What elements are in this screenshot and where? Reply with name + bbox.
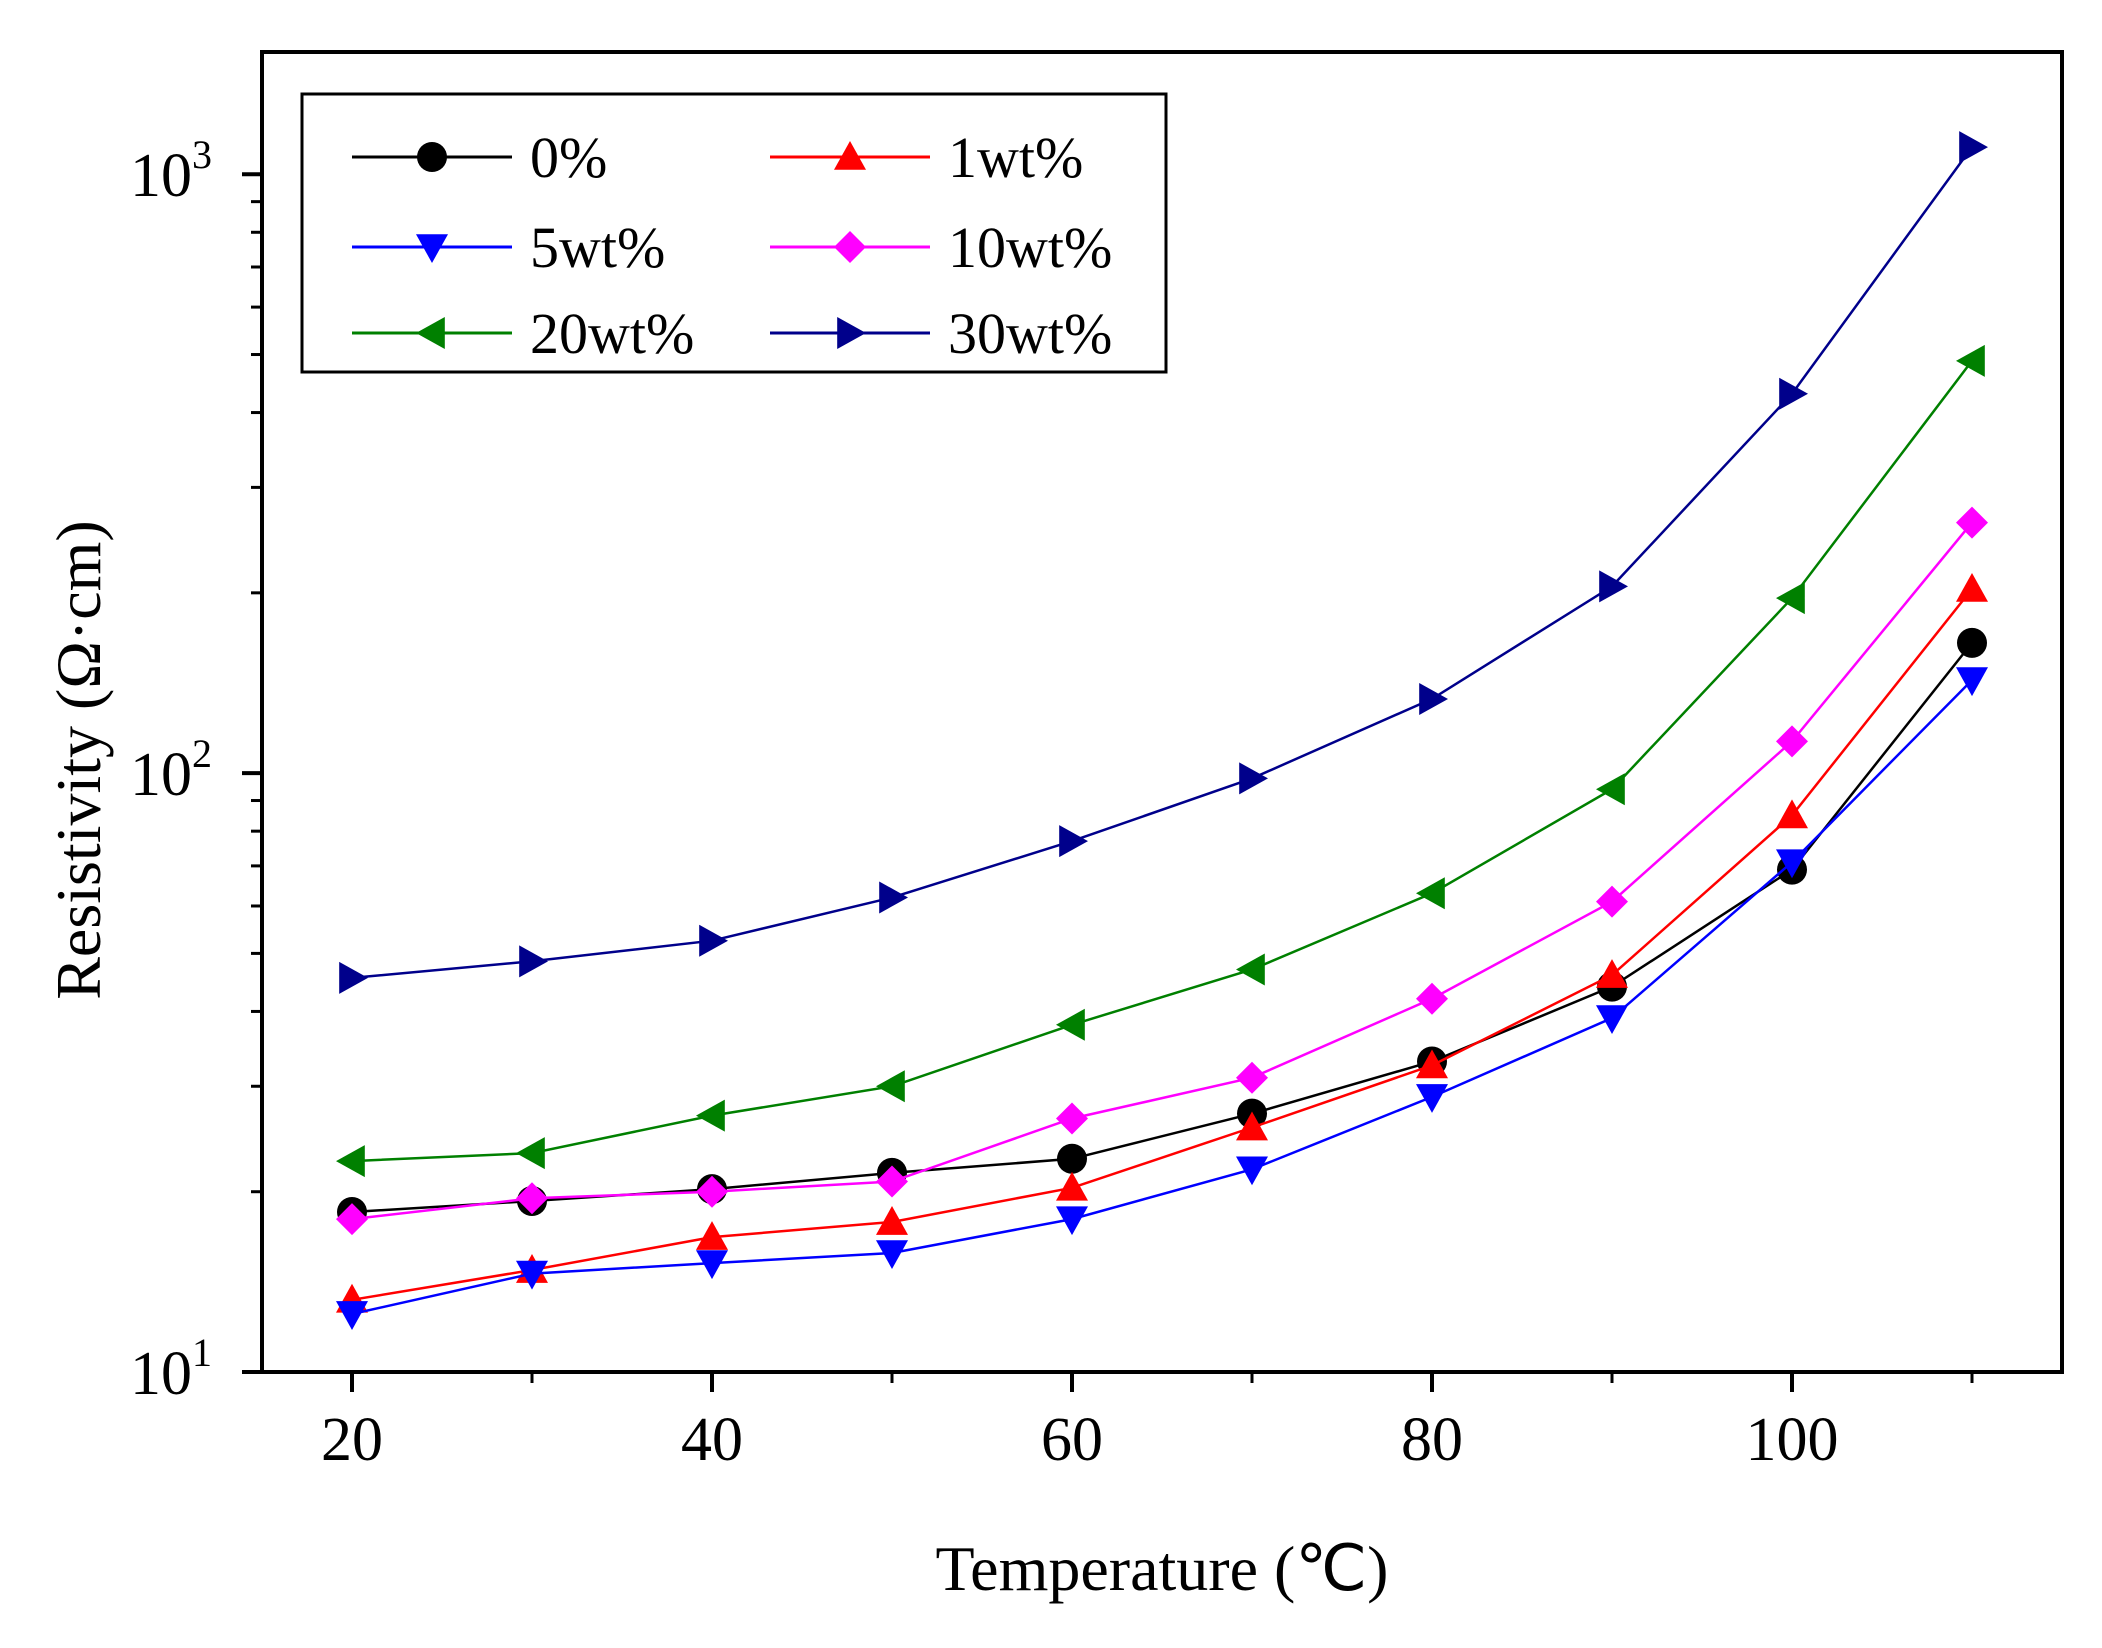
- legend-item-5wt%: 5wt%: [352, 215, 665, 280]
- data-point: [1596, 773, 1625, 806]
- y-tick-label: 102: [130, 731, 212, 809]
- data-point: [1236, 1111, 1268, 1141]
- data-point: [876, 1070, 905, 1103]
- series-30wt%: [339, 131, 1988, 994]
- legend-item-20wt%: 20wt%: [352, 301, 694, 366]
- data-point: [876, 1165, 908, 1198]
- data-point: [1056, 1102, 1088, 1135]
- legend-label: 1wt%: [948, 125, 1083, 190]
- data-point: [699, 924, 728, 957]
- data-point: [1956, 506, 1988, 539]
- legend-label: 30wt%: [948, 301, 1112, 366]
- data-point: [876, 1240, 908, 1270]
- legend-marker: [416, 317, 445, 349]
- legend-marker: [416, 234, 448, 263]
- data-point: [1239, 762, 1268, 795]
- legend-item-1wt%: 1wt%: [770, 125, 1083, 190]
- data-point: [1599, 570, 1628, 603]
- data-point: [696, 1175, 728, 1208]
- y-tick-label: 101: [130, 1330, 212, 1408]
- legend: 0% 1wt% 5wt% 10wt% 20wt% 30wt%: [300, 92, 1168, 374]
- data-point: [1059, 825, 1088, 858]
- plot-frame: [260, 50, 2064, 1374]
- y-tick-label: 103: [130, 132, 212, 210]
- data-point: [1776, 725, 1808, 758]
- series-line: [351, 588, 1973, 1302]
- data-point: [1779, 377, 1808, 410]
- data-point: [696, 1099, 725, 1132]
- legend-label: 10wt%: [948, 215, 1112, 280]
- x-tick-label: 80: [1401, 1406, 1463, 1474]
- data-point: [1056, 1171, 1088, 1201]
- data-point: [339, 961, 368, 994]
- data-point: [1957, 627, 1987, 658]
- y-axis-title: Resistivity (Ω·cm): [43, 520, 114, 1000]
- data-point: [1419, 682, 1448, 715]
- data-point: [1596, 885, 1628, 918]
- data-point: [696, 1250, 728, 1280]
- legend-label: 0%: [530, 125, 607, 190]
- legend-item-0%: 0%: [352, 125, 607, 190]
- data-point: [519, 945, 548, 978]
- data-point: [879, 881, 908, 914]
- data-point: [1596, 1005, 1628, 1035]
- data-point: [1416, 877, 1445, 910]
- data-point: [876, 1206, 908, 1235]
- data-point: [1057, 1143, 1087, 1174]
- data-point: [1236, 1061, 1268, 1094]
- data-point: [1596, 959, 1628, 988]
- legend-box: [300, 92, 1168, 374]
- x-tick-label: 60: [1041, 1406, 1103, 1474]
- x-axis-title: Temperature (℃): [936, 1533, 1389, 1604]
- x-tick-label: 20: [321, 1406, 383, 1474]
- series-20wt%: [336, 344, 1985, 1178]
- data-point: [516, 1182, 548, 1215]
- series-line: [351, 679, 1973, 1316]
- legend-marker: [834, 231, 866, 263]
- series-line: [351, 521, 1973, 1221]
- data-point: [1776, 799, 1808, 829]
- data-point: [1416, 982, 1448, 1015]
- data-point: [516, 1137, 545, 1170]
- data-point: [696, 1221, 728, 1250]
- data-point: [1056, 1206, 1088, 1236]
- series-line: [351, 146, 1974, 980]
- x-tick-label: 100: [1746, 1406, 1839, 1474]
- legend-label: 20wt%: [530, 301, 694, 366]
- data-point: [1236, 953, 1265, 986]
- data-point: [1776, 582, 1805, 615]
- series-10wt%: [336, 506, 1988, 1236]
- legend-marker: [417, 142, 447, 172]
- legend-item-10wt%: 10wt%: [770, 215, 1112, 280]
- data-point: [516, 1260, 548, 1290]
- data-point: [1416, 1084, 1448, 1113]
- legend-item-30wt%: 30wt%: [770, 301, 1112, 366]
- data-point: [1236, 1156, 1268, 1186]
- legend-marker: [837, 317, 866, 349]
- x-tick-label: 40: [681, 1406, 743, 1474]
- data-point: [1776, 849, 1808, 879]
- legend-marker: [834, 141, 866, 170]
- data-point: [1956, 572, 1988, 602]
- data-point: [1959, 131, 1988, 164]
- legend-label: 5wt%: [530, 215, 665, 280]
- data-point: [1056, 1008, 1085, 1041]
- series-line: [351, 360, 1973, 1163]
- series-layer: [336, 131, 1988, 1330]
- y-axis: 101 102 103: [130, 132, 262, 1408]
- data-point: [1416, 1049, 1448, 1079]
- x-axis: 20 40 60 80 100: [321, 1372, 1974, 1474]
- data-point: [336, 1301, 368, 1330]
- data-point: [1956, 344, 1985, 377]
- data-point: [1956, 667, 1988, 697]
- data-point: [336, 1203, 368, 1236]
- series-5wt%: [336, 667, 1988, 1330]
- data-point: [336, 1145, 365, 1178]
